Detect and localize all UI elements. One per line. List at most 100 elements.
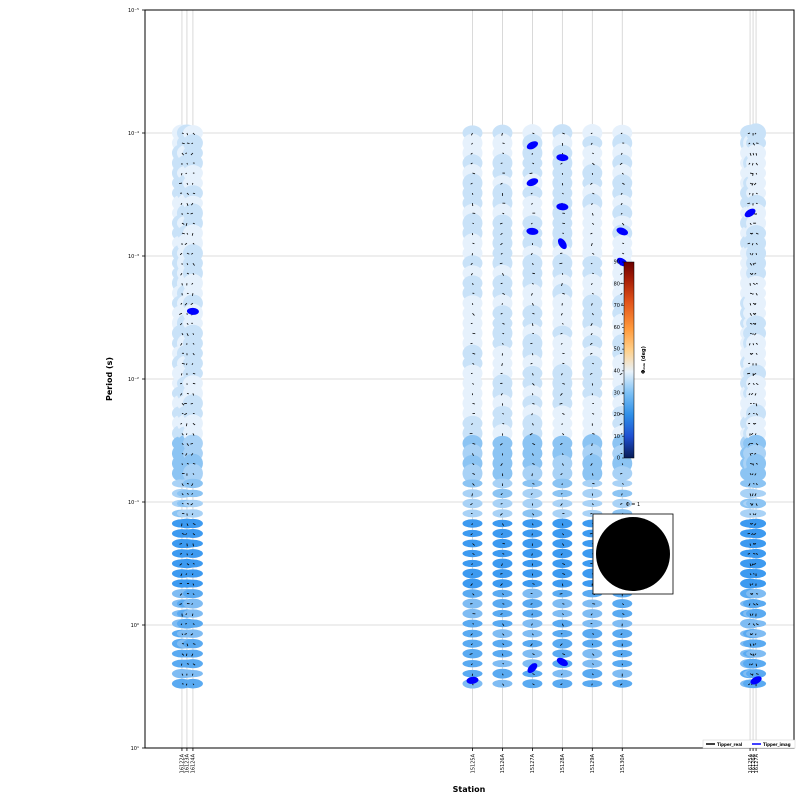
tipper-real-arrow — [562, 433, 565, 436]
tipper-real-arrow — [180, 382, 183, 385]
tipper-real-arrow — [531, 202, 533, 205]
tipper-real-arrow — [592, 222, 595, 225]
tipper-real-arrow — [748, 603, 751, 606]
tipper-real-arrow — [754, 322, 757, 325]
tipper-real-arrow — [532, 673, 535, 675]
tipper-real-arrow — [472, 362, 475, 365]
tipper-real-arrow — [749, 473, 752, 476]
tipper-real-arrow — [561, 423, 563, 425]
tipper-real-arrow — [180, 302, 183, 305]
tipper-imag-arrow — [526, 141, 539, 150]
phase-tensor-ellipse — [462, 659, 483, 668]
tipper-real-arrow — [472, 172, 476, 175]
tipper-real-arrow — [186, 483, 189, 485]
tipper-real-arrow — [755, 232, 759, 235]
colorbar-gradient — [623, 261, 635, 459]
tipper-real-arrow — [591, 683, 593, 686]
tipper-real-arrow — [754, 453, 757, 455]
tipper-real-arrow — [192, 533, 196, 536]
tipper-real-arrow — [186, 392, 189, 395]
tipper-real-arrow — [749, 613, 752, 617]
tipper-real-arrow — [560, 162, 563, 165]
tipper-real-arrow — [472, 283, 474, 286]
tipper-real-arrow — [562, 573, 566, 575]
tipper-real-arrow — [749, 463, 753, 465]
tipper-real-arrow — [179, 543, 183, 545]
tipper-real-arrow — [192, 523, 196, 525]
y-tick-label: 10¹ — [131, 746, 139, 752]
tipper-real-arrow — [562, 543, 565, 546]
tipper-real-arrow — [181, 142, 185, 145]
tipper-real-arrow — [619, 473, 623, 475]
tipper-real-arrow — [591, 303, 593, 306]
tipper-real-arrow — [192, 132, 196, 136]
tipper-real-arrow — [752, 152, 755, 156]
tipper-real-arrow — [560, 313, 563, 316]
tipper-real-arrow — [753, 533, 757, 536]
tipper-real-arrow — [472, 443, 476, 445]
tipper-imag-arrow — [556, 657, 568, 667]
tipper-real-arrow — [621, 172, 624, 175]
tipper-real-arrow — [753, 523, 757, 526]
tipper-real-arrow — [532, 463, 535, 465]
station-label: 16126A — [751, 753, 757, 773]
tipper-real-arrow — [180, 343, 183, 346]
tipper-real-arrow — [622, 252, 625, 255]
tipper-real-arrow — [752, 653, 755, 657]
tipper-real-arrow — [560, 393, 563, 396]
tipper-imag-arrow — [556, 154, 569, 162]
tipper-real-arrow — [562, 463, 564, 466]
tipper-real-arrow — [192, 663, 196, 666]
tipper-real-arrow — [753, 182, 757, 186]
tipper-real-arrow — [749, 643, 752, 647]
tipper-real-arrow — [179, 563, 183, 566]
tipper-real-arrow — [472, 553, 475, 555]
tipper-real-arrow — [753, 312, 757, 315]
phase-tensor-ellipse — [582, 599, 603, 608]
tipper-real-arrow — [592, 272, 594, 275]
tipper-real-arrow — [181, 633, 184, 636]
colorbar-tick-label: 30 — [614, 390, 620, 396]
tipper-real-arrow — [191, 513, 194, 516]
tipper-real-arrow — [181, 403, 185, 406]
tipper-real-arrow — [755, 663, 758, 667]
tipper-real-arrow — [589, 453, 593, 456]
tipper-real-arrow — [532, 443, 536, 446]
tipper-real-arrow — [192, 293, 194, 296]
tipper-real-arrow — [190, 443, 194, 445]
tipper-real-arrow — [754, 643, 757, 645]
tipper-real-arrow — [590, 142, 593, 145]
tipper-real-arrow — [181, 132, 184, 135]
tipper-real-arrow — [192, 222, 195, 225]
reference-label: Φ = 1 — [626, 502, 641, 508]
tipper-real-arrow — [619, 423, 623, 426]
tipper-real-arrow — [590, 262, 593, 265]
tipper-real-arrow — [191, 613, 194, 617]
tipper-real-arrow — [752, 553, 756, 555]
tipper-real-arrow — [754, 332, 757, 336]
station-label: 16124A — [191, 753, 197, 773]
tipper-real-arrow — [752, 483, 755, 485]
tipper-real-arrow — [592, 603, 596, 605]
tipper-real-arrow — [751, 162, 754, 166]
tipper-real-arrow — [561, 623, 564, 627]
legend: Tipper_real Tipper_imag — [702, 739, 796, 749]
tipper-real-arrow — [192, 242, 195, 245]
tipper-real-arrow — [181, 673, 184, 676]
tipper-real-arrow — [181, 333, 184, 336]
tipper-real-arrow — [180, 373, 183, 376]
tipper-real-arrow — [532, 312, 535, 315]
tipper-real-arrow — [185, 152, 188, 154]
tipper-real-arrow — [500, 613, 503, 615]
tipper-real-arrow — [621, 222, 625, 226]
tipper-real-arrow — [181, 222, 185, 225]
tipper-real-arrow — [530, 192, 533, 195]
y-tick-label: 10⁰ — [131, 623, 139, 629]
tipper-real-arrow — [562, 132, 565, 135]
colorbar-label: Φₘᵢₙ (deg) — [641, 346, 647, 374]
tipper-real-arrow — [185, 533, 188, 536]
tipper-real-arrow — [752, 573, 755, 575]
tipper-real-arrow — [472, 543, 475, 546]
tipper-real-arrow — [502, 593, 504, 596]
